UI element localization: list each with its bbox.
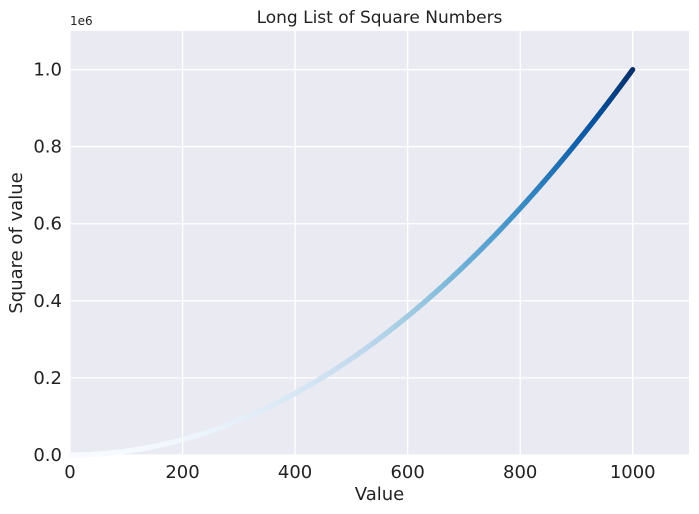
points-layer bbox=[67, 66, 636, 458]
x-tick-label: 600 bbox=[390, 462, 424, 483]
y-tick-label: 0.6 bbox=[33, 214, 62, 235]
ticks-layer: 0 200 400 600 800 1000 0.0 0.2 0.4 0.6 0.8 1.0 bbox=[33, 60, 655, 483]
y-offset-label: 1e6 bbox=[70, 14, 93, 28]
x-tick-label: 800 bbox=[503, 462, 537, 483]
scatter-point bbox=[630, 66, 636, 73]
x-tick-label: 0 bbox=[64, 462, 75, 483]
x-tick-label: 200 bbox=[165, 462, 199, 483]
y-tick-label: 0.4 bbox=[33, 291, 62, 312]
y-tick-label: 0.2 bbox=[33, 368, 62, 389]
y-tick-label: 0.8 bbox=[33, 137, 62, 158]
plot-area bbox=[70, 31, 689, 455]
x-axis-label: Value bbox=[355, 484, 404, 505]
y-tick-label: 0.0 bbox=[33, 445, 62, 466]
y-axis-label: Square of value bbox=[6, 172, 27, 313]
chart-title: Long List of Square Numbers bbox=[257, 8, 503, 28]
x-tick-label: 1000 bbox=[610, 462, 656, 483]
y-tick-label: 1.0 bbox=[33, 60, 62, 81]
grid-layer bbox=[69, 31, 689, 456]
x-tick-label: 400 bbox=[278, 462, 312, 483]
